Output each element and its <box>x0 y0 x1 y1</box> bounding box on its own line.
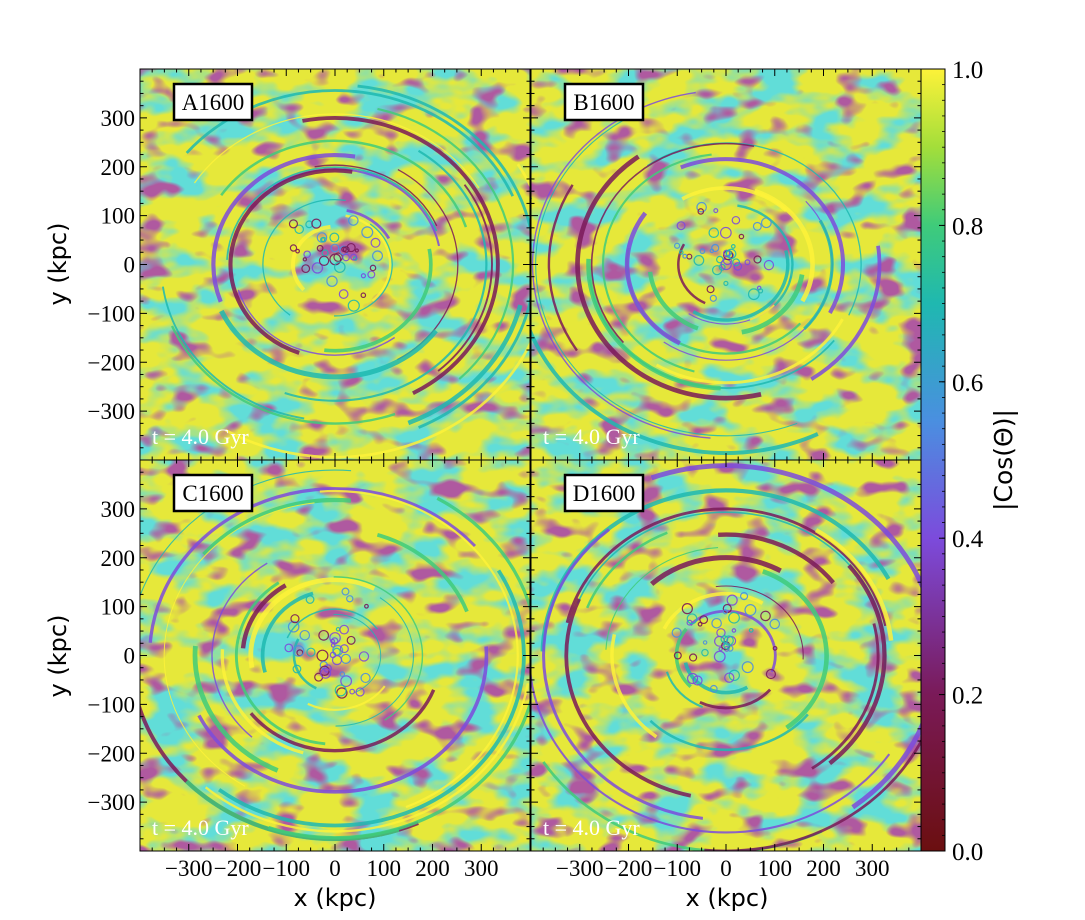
panel-d1600: −300 −200 −100 0 100 200 300 D1600 t = 4.0 Gyr <box>530 459 922 881</box>
colorbar-tick-label: 0.8 <box>952 213 983 240</box>
colorbar: 0.0 0.2 0.4 0.6 0.8 1.0 |Cos(Θ)| <box>920 57 1018 866</box>
heatmap-image <box>531 69 921 460</box>
panel-label: A1600 <box>182 90 245 115</box>
time-label: t = 4.0 Gyr <box>543 815 640 840</box>
panel-a1600: −300 −200 −100 0 100 200 300 A1600 t = 4.0 Gyr <box>88 68 531 461</box>
panel-label: D1600 <box>573 481 636 506</box>
colorbar-tick-label: 1.0 <box>952 57 983 84</box>
x-tick-label: 0 <box>720 856 732 881</box>
time-label: t = 4.0 Gyr <box>543 424 640 449</box>
panel-label: C1600 <box>182 481 243 506</box>
colorbar-tick-label: 0.2 <box>952 683 983 710</box>
y-tick-label: −100 <box>88 301 135 326</box>
y-tick-label: −200 <box>88 741 135 766</box>
heatmap-image <box>531 460 921 851</box>
x-tick-label: 200 <box>415 856 450 881</box>
x-tick-label: 300 <box>855 856 890 881</box>
x-tick-label: 0 <box>329 856 341 881</box>
x-tick-label: −300 <box>165 856 212 881</box>
panel-label-box <box>563 82 645 122</box>
y-tick-label: 200 <box>101 546 136 571</box>
y-axis-label: y (kpc) <box>44 223 72 306</box>
y-tick-label: −300 <box>88 399 135 424</box>
time-label: t = 4.0 Gyr <box>152 815 249 840</box>
x-tick-label: −300 <box>556 856 603 881</box>
colorbar-tick-label: 0.4 <box>952 526 984 553</box>
colorbar-tick-label: 0.0 <box>952 839 983 866</box>
panel-label-box <box>172 82 254 122</box>
colorbar-tick-label: 0.6 <box>952 370 983 397</box>
x-tick-label: 300 <box>464 856 499 881</box>
colorbar-bar <box>920 68 946 852</box>
heatmap-image <box>140 69 530 460</box>
y-tick-label: −300 <box>88 790 135 815</box>
x-tick-label: −100 <box>654 856 701 881</box>
heatmap-image <box>140 460 530 851</box>
x-tick-label: 200 <box>806 856 841 881</box>
y-tick-label: 100 <box>101 595 136 620</box>
x-tick-label: −200 <box>214 856 261 881</box>
panel-label-box <box>172 473 254 513</box>
y-tick-label: −200 <box>88 350 135 375</box>
x-axis-label: x (kpc) <box>686 884 769 912</box>
y-tick-label: −100 <box>88 692 135 717</box>
y-axis-label: y (kpc) <box>44 615 72 698</box>
y-tick-label: 300 <box>101 497 136 522</box>
y-tick-label: 0 <box>124 253 136 278</box>
x-tick-label: 100 <box>758 856 793 881</box>
y-tick-label: 0 <box>124 644 136 669</box>
x-tick-label: −200 <box>605 856 652 881</box>
y-tick-label: 300 <box>101 106 136 131</box>
panel-label-box <box>563 473 645 513</box>
x-tick-label: −100 <box>263 856 310 881</box>
x-tick-label: 100 <box>367 856 402 881</box>
panel-b1600: B1600 t = 4.0 Gyr <box>530 68 922 461</box>
axis-labels: x (kpc) x (kpc) y (kpc) y (kpc) <box>44 223 768 912</box>
y-tick-label: 200 <box>101 155 136 180</box>
y-tick-label: 100 <box>101 204 136 229</box>
time-label: t = 4.0 Gyr <box>152 424 249 449</box>
x-axis-label: x (kpc) <box>294 884 377 912</box>
panel-label: B1600 <box>573 90 634 115</box>
colorbar-label: |Cos(Θ)| <box>989 409 1018 511</box>
